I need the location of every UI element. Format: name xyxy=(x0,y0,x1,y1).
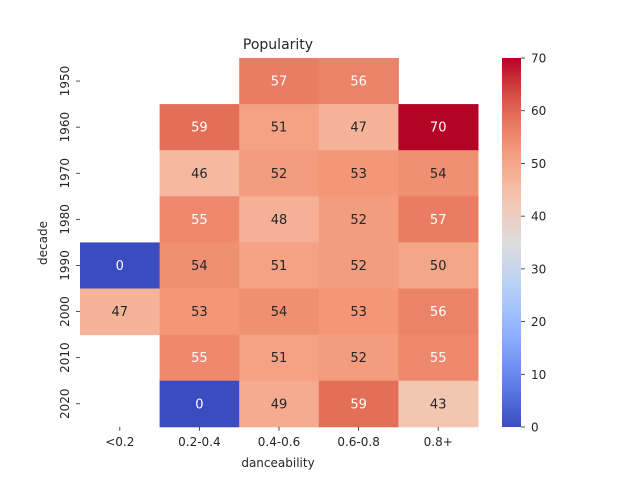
y-tick-label: 1970 xyxy=(58,158,72,189)
y-axis-ticks: 1950 1960 1970 1980 1990 2000 2010 2020 xyxy=(58,66,80,419)
colorbar-tick-label: 30 xyxy=(531,262,546,276)
heatmap-cell xyxy=(398,242,479,289)
y-tick-label: 2010 xyxy=(58,342,72,373)
cell-value-label: 48 xyxy=(271,213,288,228)
y-tick-label: 2020 xyxy=(58,388,72,419)
heatmap-cell xyxy=(239,196,320,243)
cell-value-label: 59 xyxy=(350,397,367,412)
heatmap-cell xyxy=(398,288,479,336)
cell-value-label: 55 xyxy=(430,351,447,366)
colorbar-tick-label: 0 xyxy=(531,421,539,435)
x-axis-label: danceability xyxy=(241,456,314,470)
x-tick-label: 0.8+ xyxy=(424,435,453,449)
heatmap-cell xyxy=(318,58,399,105)
cell-value-label: 43 xyxy=(430,397,447,412)
cell-value-label: 52 xyxy=(350,259,367,274)
heatmap-cell xyxy=(318,334,399,382)
heatmap-cell-labels: 57 56 59 51 47 70 46 52 53 54 55 48 52 57 0 54 51 52 50 47 5… xyxy=(112,75,447,413)
y-tick-label: 1980 xyxy=(58,204,72,235)
x-tick-label: 0.2-0.4 xyxy=(178,435,221,449)
y-tick-label: 2000 xyxy=(58,296,72,327)
heatmap-cell xyxy=(239,242,320,289)
cell-value-label: 46 xyxy=(191,167,208,182)
colorbar-tick-label: 20 xyxy=(531,315,546,329)
cell-value-label: 52 xyxy=(350,213,367,228)
cell-value-label: 57 xyxy=(430,213,447,228)
cell-value-label: 51 xyxy=(271,259,288,274)
heatmap-cell xyxy=(80,288,161,336)
colorbar-tick-label: 10 xyxy=(531,368,546,382)
heatmap-cell xyxy=(159,334,240,382)
cell-value-label: 47 xyxy=(350,121,367,136)
heatmap-cell xyxy=(239,104,320,151)
chart-title: Popularity xyxy=(243,37,313,53)
cell-value-label: 0 xyxy=(116,259,124,274)
cell-value-label: 51 xyxy=(271,121,288,136)
heatmap-cell xyxy=(239,334,320,382)
heatmap-cell xyxy=(159,288,240,336)
colorbar-ticks: 0 10 20 30 40 50 60 70 xyxy=(521,52,546,435)
heatmap-cell xyxy=(398,334,479,382)
heatmap-cell xyxy=(398,104,479,151)
heatmap-cell xyxy=(239,58,320,105)
cell-value-label: 54 xyxy=(271,305,288,320)
heatmap-cell xyxy=(318,150,399,197)
cell-value-label: 51 xyxy=(271,351,288,366)
cell-value-label: 54 xyxy=(430,167,447,182)
colorbar xyxy=(502,58,521,427)
cell-value-label: 53 xyxy=(350,167,367,182)
y-tick-label: 1960 xyxy=(58,112,72,143)
heatmap-cell xyxy=(80,242,161,289)
cell-value-label: 49 xyxy=(271,397,288,412)
colorbar-tick-label: 60 xyxy=(531,104,546,118)
cell-value-label: 47 xyxy=(112,305,129,320)
cell-value-label: 50 xyxy=(430,259,447,274)
heatmap-cell xyxy=(159,104,240,151)
colorbar-tick-label: 50 xyxy=(531,157,546,171)
y-tick-label: 1950 xyxy=(58,66,72,97)
colorbar-tick-label: 40 xyxy=(531,210,546,224)
cell-value-label: 53 xyxy=(350,305,367,320)
heatmap-cell xyxy=(318,288,399,336)
cell-value-label: 57 xyxy=(271,75,288,90)
heatmap-cell xyxy=(239,288,320,336)
heatmap-cell xyxy=(318,104,399,151)
heatmap-cell xyxy=(159,380,240,428)
cell-value-label: 59 xyxy=(191,121,208,136)
cell-value-label: 53 xyxy=(191,305,208,320)
cell-value-label: 55 xyxy=(191,213,208,228)
heatmap-cell xyxy=(398,196,479,243)
x-axis-ticks: <0.2 0.2-0.4 0.4-0.6 0.6-0.8 0.8+ xyxy=(105,426,453,449)
heatmap-cell xyxy=(318,380,399,428)
cell-value-label: 54 xyxy=(191,259,208,274)
cell-value-label: 56 xyxy=(350,75,367,90)
heatmap-cell xyxy=(398,150,479,197)
x-tick-label: 0.6-0.8 xyxy=(337,435,380,449)
x-tick-label: <0.2 xyxy=(105,435,134,449)
heatmap-cell xyxy=(159,150,240,197)
cell-value-label: 0 xyxy=(195,397,203,412)
heatmap-cell xyxy=(239,380,320,428)
cell-value-label: 52 xyxy=(350,351,367,366)
x-tick-label: 0.4-0.6 xyxy=(258,435,301,449)
cell-value-label: 56 xyxy=(430,305,447,320)
cell-value-label: 52 xyxy=(271,167,288,182)
heatmap-cell xyxy=(318,242,399,289)
colorbar-tick-label: 70 xyxy=(531,52,546,66)
y-axis-label: decade xyxy=(36,221,50,265)
heatmap-cell xyxy=(239,150,320,197)
y-tick-label: 1990 xyxy=(58,250,72,281)
heatmap-cells xyxy=(80,58,479,428)
cell-value-label: 70 xyxy=(430,121,447,136)
heatmap-cell xyxy=(318,196,399,243)
heatmap-cell xyxy=(159,196,240,243)
cell-value-label: 55 xyxy=(191,351,208,366)
heatmap-cell xyxy=(159,242,240,289)
heatmap-cell xyxy=(398,380,479,428)
